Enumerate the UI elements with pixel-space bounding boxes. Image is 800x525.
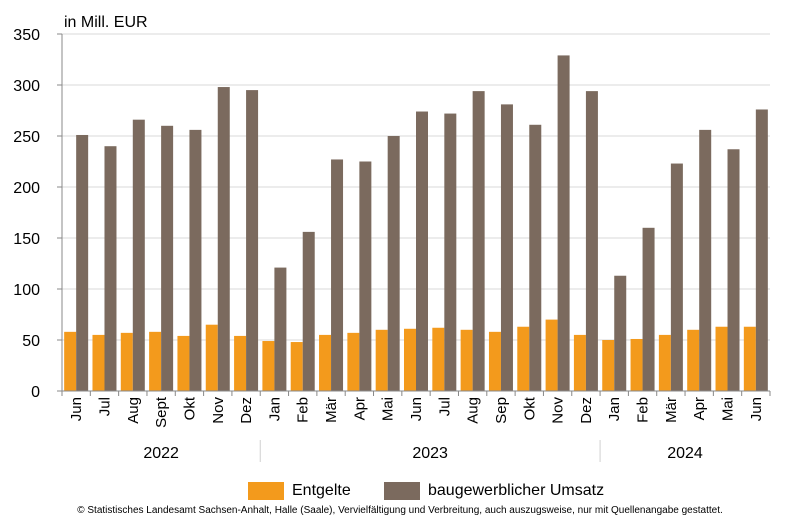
- bar-entgelte: [319, 334, 332, 391]
- y-tick-label: 100: [13, 282, 40, 299]
- bar-entgelte: [64, 331, 77, 391]
- bar-umsatz: [727, 149, 740, 391]
- x-tick-label: Sep: [493, 397, 510, 424]
- x-tick-label: Apr: [691, 397, 708, 420]
- bar-entgelte: [545, 319, 558, 391]
- legend: Entgelte baugewerblicher Umsatz: [0, 480, 800, 502]
- bar-umsatz: [500, 104, 513, 391]
- bar-umsatz: [755, 109, 768, 391]
- bar-entgelte: [460, 329, 473, 391]
- bar-umsatz: [359, 161, 372, 391]
- year-label: 2022: [143, 445, 179, 462]
- bar-umsatz: [189, 129, 202, 391]
- bar-entgelte: [234, 335, 247, 391]
- bar-umsatz: [699, 129, 712, 391]
- y-tick-label: 50: [22, 333, 40, 350]
- bar-umsatz: [670, 163, 683, 391]
- bar-entgelte: [347, 332, 360, 391]
- bar-entgelte: [743, 326, 756, 391]
- x-tick-label: Aug: [125, 397, 142, 424]
- bar-umsatz: [472, 91, 485, 392]
- y-tick-label: 0: [31, 384, 40, 401]
- bar-entgelte: [375, 329, 388, 391]
- x-tick-label: Mär: [663, 397, 680, 423]
- x-tick-label: Feb: [635, 397, 652, 423]
- bar-umsatz: [217, 87, 230, 391]
- x-tick-label: Dez: [238, 397, 255, 424]
- bar-entgelte: [573, 334, 586, 391]
- bar-umsatz: [529, 124, 542, 391]
- x-tick-label: Apr: [351, 397, 368, 420]
- bar-umsatz: [387, 136, 400, 391]
- bar-umsatz: [642, 227, 655, 391]
- bar-entgelte: [715, 326, 728, 391]
- legend-item-umsatz: baugewerblicher Umsatz: [384, 480, 604, 502]
- bar-entgelte: [517, 326, 530, 391]
- y-tick-label: 200: [13, 180, 40, 197]
- bar-umsatz: [161, 125, 174, 392]
- legend-swatch-entgelte: [248, 482, 284, 500]
- bar-umsatz: [104, 146, 117, 391]
- bar-chart: 0 50 100 150 200 250 300 350 Jun Jul Aug Sept Okt Nov…: [13, 27, 771, 462]
- bar-umsatz: [132, 119, 145, 392]
- x-tick-label: Mai: [380, 397, 397, 421]
- bar-umsatz: [302, 231, 315, 391]
- bar-entgelte: [120, 332, 133, 391]
- source-note: © Statistisches Landesamt Sachsen-Anhalt…: [77, 505, 723, 516]
- x-tick-label: Okt: [181, 396, 198, 420]
- legend-item-entgelte: Entgelte: [248, 480, 351, 502]
- x-tick-label: Mai: [720, 397, 737, 421]
- bar-entgelte: [488, 331, 501, 391]
- y-axis-unit-label: in Mill. EUR: [64, 14, 148, 31]
- legend-swatch-umsatz: [384, 482, 420, 500]
- x-tick-label: Jan: [266, 397, 283, 421]
- bars: [64, 55, 768, 392]
- legend-label-umsatz: baugewerblicher Umsatz: [428, 482, 605, 499]
- x-tick-label: Okt: [521, 396, 538, 420]
- y-tick-label: 250: [13, 129, 40, 146]
- bar-entgelte: [205, 324, 218, 391]
- x-tick-label: Jan: [606, 397, 623, 421]
- year-label: 2024: [667, 445, 703, 462]
- bar-entgelte: [630, 338, 643, 391]
- bar-entgelte: [404, 328, 416, 391]
- x-tick-label: Jul: [96, 397, 113, 416]
- bar-entgelte: [658, 334, 671, 391]
- bar-umsatz: [274, 267, 287, 391]
- bar-entgelte: [262, 341, 275, 391]
- bar-entgelte: [290, 342, 303, 391]
- bar-umsatz: [585, 91, 598, 392]
- x-tick-label: Jun: [408, 397, 425, 421]
- bar-umsatz: [557, 55, 570, 392]
- x-tick-label: Jun: [68, 397, 85, 421]
- x-tick-label: Jun: [748, 397, 765, 421]
- bar-entgelte: [687, 329, 700, 391]
- x-tick-label: Aug: [465, 397, 482, 424]
- bar-entgelte: [602, 340, 615, 391]
- year-label: 2023: [412, 445, 448, 462]
- bar-umsatz: [246, 90, 259, 391]
- bar-entgelte: [177, 335, 190, 391]
- bar-entgelte: [432, 327, 445, 391]
- bar-umsatz: [614, 275, 627, 391]
- legend-label-entgelte: Entgelte: [292, 482, 351, 499]
- bar-umsatz: [76, 134, 89, 392]
- y-tick-label: 300: [13, 78, 40, 95]
- x-tick-label: Mär: [323, 397, 340, 423]
- x-tick-label: Sept: [153, 396, 170, 428]
- bar-umsatz: [331, 159, 344, 391]
- bar-entgelte: [149, 331, 162, 391]
- axes: 0 50 100 150 200 250 300 350 Jun Jul Aug Sept Okt Nov…: [13, 27, 771, 462]
- x-tick-label: Dez: [578, 397, 595, 424]
- bar-entgelte: [92, 334, 105, 391]
- x-tick-label: Nov: [210, 397, 227, 424]
- x-tick-label: Feb: [295, 397, 312, 423]
- bar-umsatz: [444, 113, 457, 391]
- x-tick-label: Nov: [550, 397, 567, 424]
- y-tick-label: 350: [13, 27, 40, 44]
- y-tick-label: 150: [13, 231, 40, 248]
- x-tick-label: Jul: [436, 397, 453, 416]
- bar-umsatz: [416, 111, 428, 392]
